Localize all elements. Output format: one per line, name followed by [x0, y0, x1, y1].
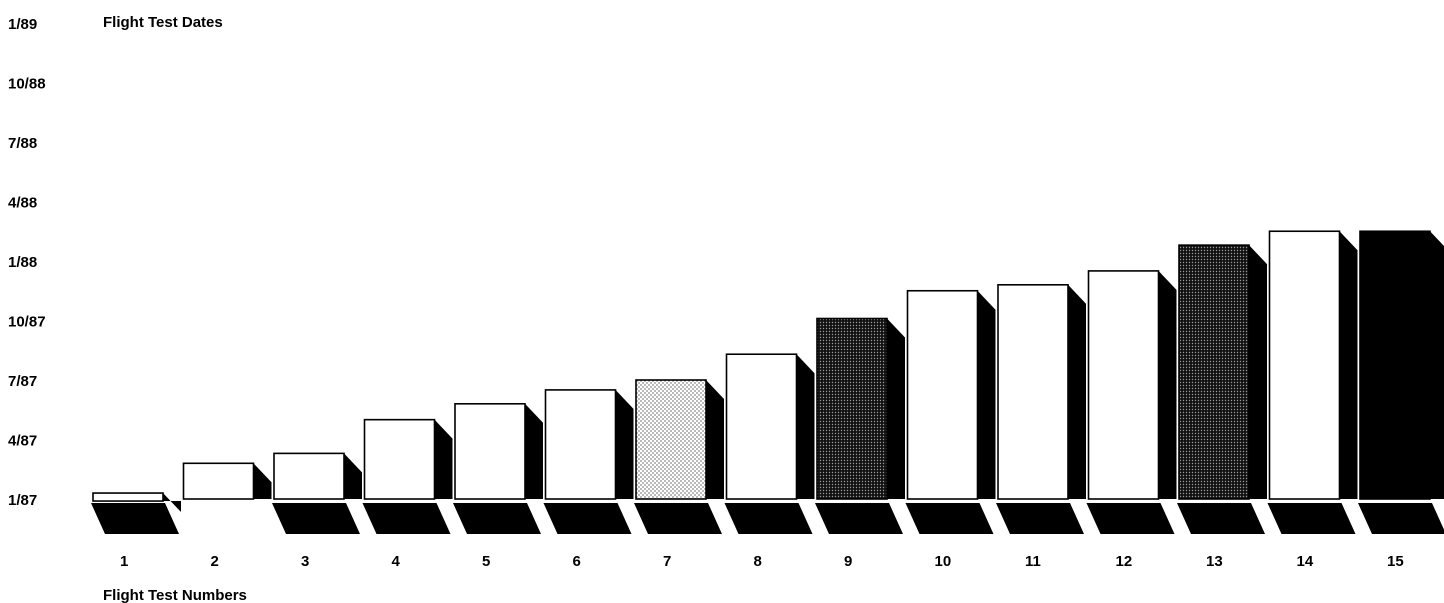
bar-front [1359, 230, 1431, 500]
bar-side [434, 419, 453, 499]
floor-tile [453, 503, 541, 534]
floor-tile [1267, 503, 1356, 534]
bar-side [706, 380, 724, 499]
y-tick-label: 1/89 [8, 16, 37, 33]
x-tick-label: 11 [1025, 553, 1041, 570]
x-tick-label: 8 [754, 553, 762, 570]
y-tick-label: 10/87 [8, 314, 46, 331]
y-tick-label: 4/87 [8, 433, 37, 450]
bar-front [997, 283, 1069, 500]
x-tick-labels: 1 2 3 4 5 6 7 8 9 10 11 12 13 14 15 [120, 553, 1404, 570]
bar-front [1178, 244, 1250, 500]
y-tick-label: 4/88 [8, 195, 37, 212]
bar [454, 402, 543, 500]
y-tick-label: 7/88 [8, 135, 37, 152]
bar [816, 317, 905, 500]
bar-side [1158, 270, 1177, 499]
bar-front [1268, 230, 1341, 500]
bar-front [906, 289, 979, 500]
bar [182, 462, 272, 500]
bar-front [635, 379, 707, 500]
y-tick-label: 7/87 [8, 373, 37, 390]
floor-tile [272, 503, 360, 534]
chart-title: Flight Test Dates [103, 14, 223, 31]
bar-side [1430, 231, 1444, 499]
floor-tile [1358, 503, 1444, 534]
bar-side [796, 354, 815, 499]
bar [1178, 244, 1267, 500]
bar [906, 289, 996, 500]
x-tick-label: 6 [573, 553, 581, 570]
bar-side [163, 493, 181, 513]
y-tick-labels: 1/87 4/87 7/87 10/87 1/88 4/88 7/88 10/88 1/89 [8, 16, 46, 509]
floor-tile [1177, 503, 1265, 534]
bar-side [1068, 284, 1086, 499]
bar-side [253, 463, 272, 499]
bar [1087, 270, 1177, 500]
bar-front [816, 317, 888, 500]
floor-tile [905, 503, 994, 534]
bar-front [1087, 270, 1160, 500]
floor-tile [634, 503, 722, 534]
bar [635, 379, 724, 500]
bar-side [344, 453, 362, 499]
bar [544, 389, 634, 500]
bar-front [363, 418, 436, 500]
bar-front [725, 353, 798, 500]
bar [1359, 230, 1444, 500]
x-tick-label: 14 [1297, 553, 1314, 570]
bar-side [1339, 231, 1358, 499]
floor-tile [996, 503, 1084, 534]
bar-side [525, 403, 543, 499]
x-tick-label: 13 [1206, 553, 1223, 570]
floor-tile [815, 503, 903, 534]
floor-tile [543, 503, 632, 534]
bar-front [92, 492, 164, 502]
bar [1268, 230, 1358, 500]
floor-tile [91, 503, 179, 534]
x-tick-label: 4 [392, 553, 401, 570]
bar-front [273, 452, 345, 500]
x-tick-label: 2 [211, 553, 219, 570]
bar [363, 418, 453, 500]
x-tick-label: 3 [301, 553, 309, 570]
x-tick-label: 15 [1387, 553, 1404, 570]
bar [92, 492, 181, 513]
bar-side [1249, 245, 1267, 499]
bar-side [615, 389, 634, 499]
bar [725, 353, 815, 500]
bar [273, 452, 362, 500]
floor-tile [362, 503, 451, 534]
chart-floor [91, 503, 1444, 534]
bar-front [544, 389, 617, 500]
x-tick-label: 1 [120, 553, 128, 570]
x-tick-label: 12 [1116, 553, 1133, 570]
floor-tile [724, 503, 813, 534]
bar-side [887, 318, 905, 499]
y-tick-label: 1/87 [8, 492, 37, 509]
x-tick-label: 7 [663, 553, 671, 570]
y-tick-label: 1/88 [8, 254, 37, 271]
bar [997, 283, 1086, 500]
x-axis-label: Flight Test Numbers [103, 587, 247, 603]
bar-side [977, 290, 996, 499]
bar-front [182, 462, 255, 500]
floor-tile [1086, 503, 1175, 534]
y-tick-label: 10/88 [8, 76, 46, 93]
bars [92, 230, 1444, 513]
bar-front [454, 402, 526, 500]
x-tick-label: 5 [482, 553, 490, 570]
x-tick-label: 10 [935, 553, 952, 570]
x-tick-label: 9 [844, 553, 852, 570]
